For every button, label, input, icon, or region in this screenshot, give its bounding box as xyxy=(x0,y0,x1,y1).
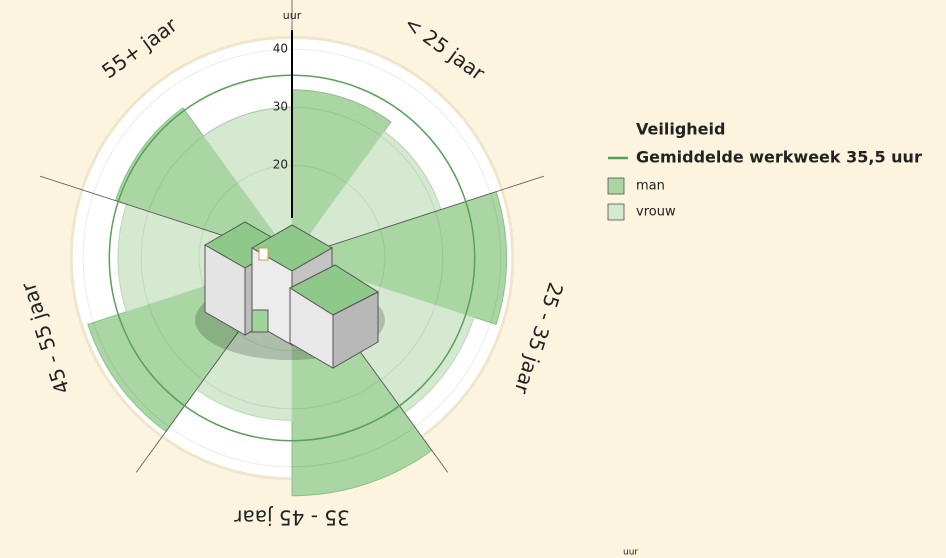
sector xyxy=(202,106,293,260)
sector xyxy=(290,130,442,259)
sector xyxy=(114,107,294,259)
legend-title: Veiligheid xyxy=(636,120,725,139)
legend-average-label: Gemiddelde werkweek 35,5 uur xyxy=(636,148,922,167)
footnote: uur xyxy=(623,548,638,558)
legend-swatch xyxy=(607,203,625,221)
group-label: 35 - 45 jaar xyxy=(233,506,349,530)
group-divider xyxy=(291,175,545,259)
sector xyxy=(290,191,508,325)
legend-label: man xyxy=(636,179,665,194)
r-tick-label: 20 xyxy=(273,158,288,172)
r-tick-label: 40 xyxy=(273,42,288,56)
sector xyxy=(291,89,392,260)
legend-swatch xyxy=(607,177,625,195)
building-illustration xyxy=(195,221,385,369)
r-tick-label: 30 xyxy=(273,100,288,114)
legend-label: vrouw xyxy=(636,205,676,220)
axis-label: uur xyxy=(283,9,302,22)
legend: Veiligheid Gemiddelde werkweek 35,5 uur … xyxy=(607,120,922,221)
